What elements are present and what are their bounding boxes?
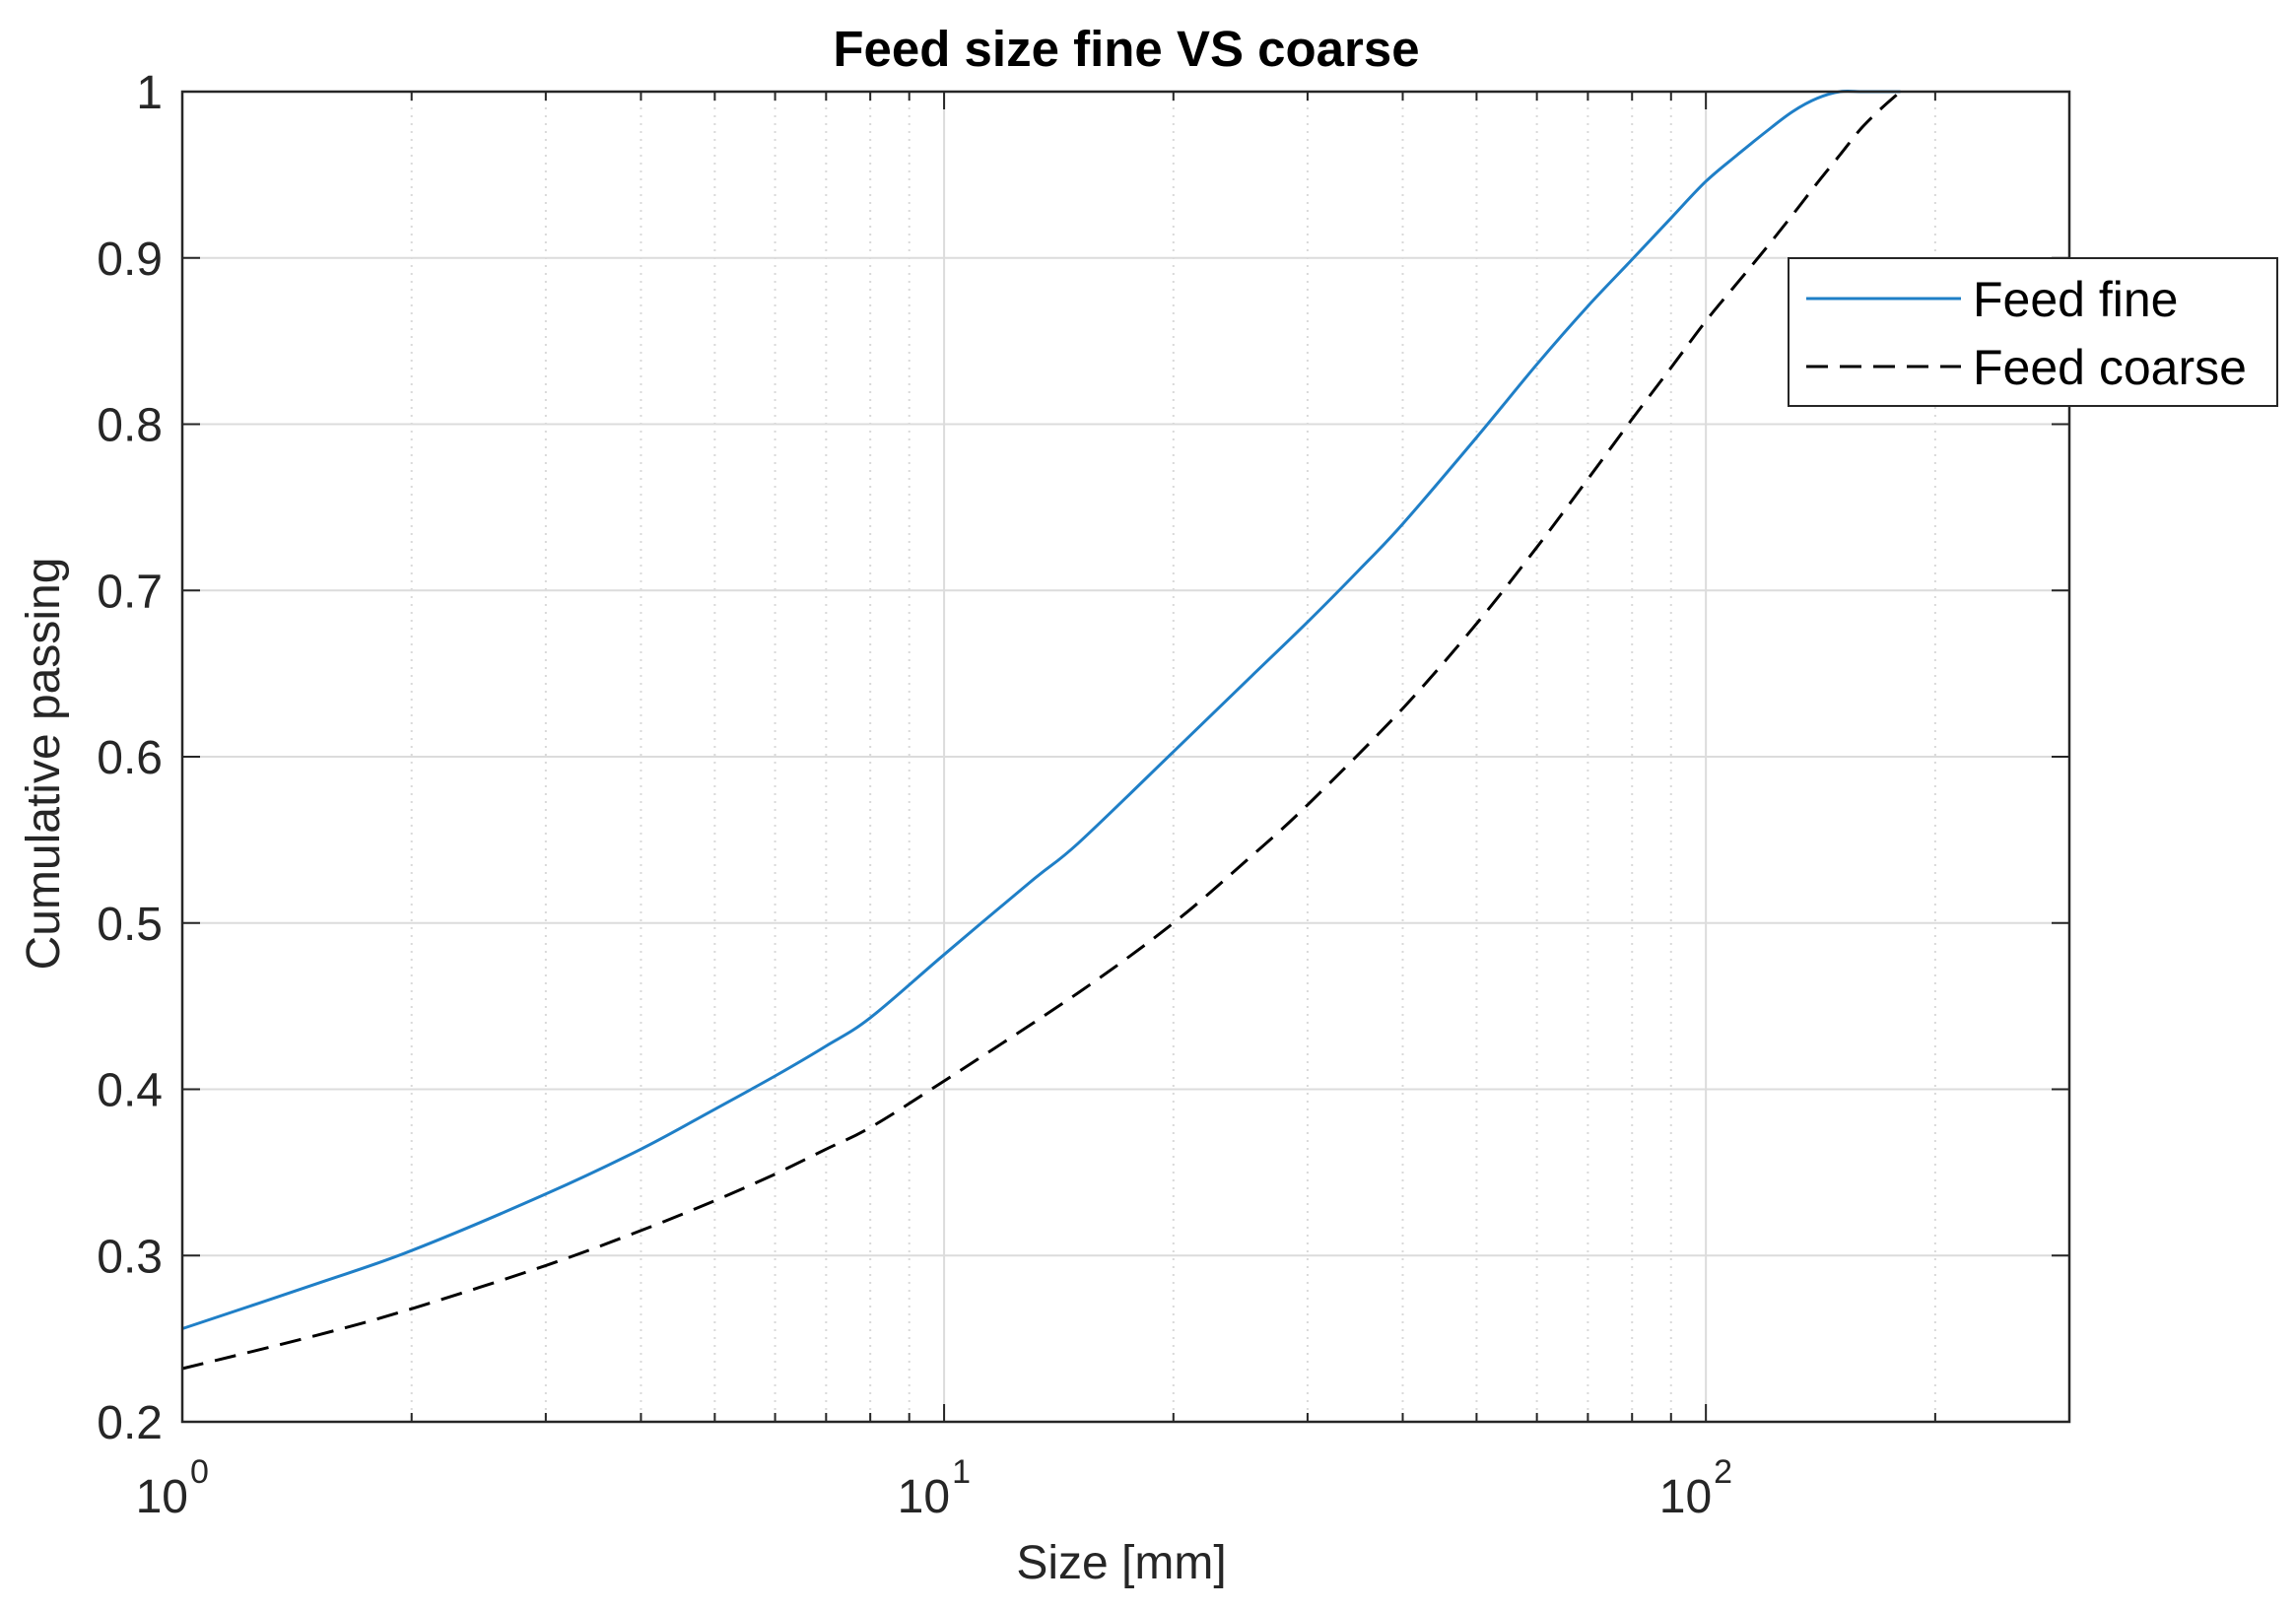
x-tick-label-base: 10 <box>898 1471 950 1523</box>
legend-label-feed-coarse: Feed coarse <box>1973 340 2247 395</box>
y-tick-label: 0.4 <box>97 1065 163 1117</box>
tick-marks <box>181 91 2070 1423</box>
y-tick-label: 0.6 <box>97 732 163 784</box>
y-tick-label: 0.3 <box>97 1231 163 1283</box>
y-tick-label: 0.7 <box>97 566 163 618</box>
x-tick-label-base: 10 <box>136 1471 188 1523</box>
legend: Feed fine Feed coarse <box>1788 257 2278 407</box>
y-tick-label: 0.9 <box>97 234 163 286</box>
data-series <box>181 90 1902 1371</box>
chart-title: Feed size fine VS coarse <box>833 21 1419 77</box>
y-tick-label: 0.8 <box>97 400 163 452</box>
x-tick-label-exponent: 0 <box>190 1453 209 1491</box>
y-tick-label: 0.5 <box>97 899 163 951</box>
y-tick-label: 0.2 <box>97 1397 163 1449</box>
x-tick-labels: 10 0 10 1 10 2 <box>136 1453 1732 1523</box>
x-tick-label-exponent: 1 <box>952 1453 971 1491</box>
x-tick-label-exponent: 2 <box>1714 1453 1732 1491</box>
x-axis-label: Size [mm] <box>1016 1537 1226 1589</box>
legend-label-feed-fine: Feed fine <box>1973 272 2178 327</box>
y-tick-labels: 0.2 0.3 0.4 0.5 0.6 0.7 0.8 0.9 1 <box>97 67 163 1449</box>
series-line-feed-fine <box>181 90 1901 1330</box>
x-tick-label-base: 10 <box>1659 1471 1712 1523</box>
legend-box <box>1788 257 2278 407</box>
y-axis-label: Cumulative passing <box>18 558 70 971</box>
series-line-feed-coarse <box>181 90 1902 1371</box>
y-tick-label: 1 <box>136 67 163 119</box>
